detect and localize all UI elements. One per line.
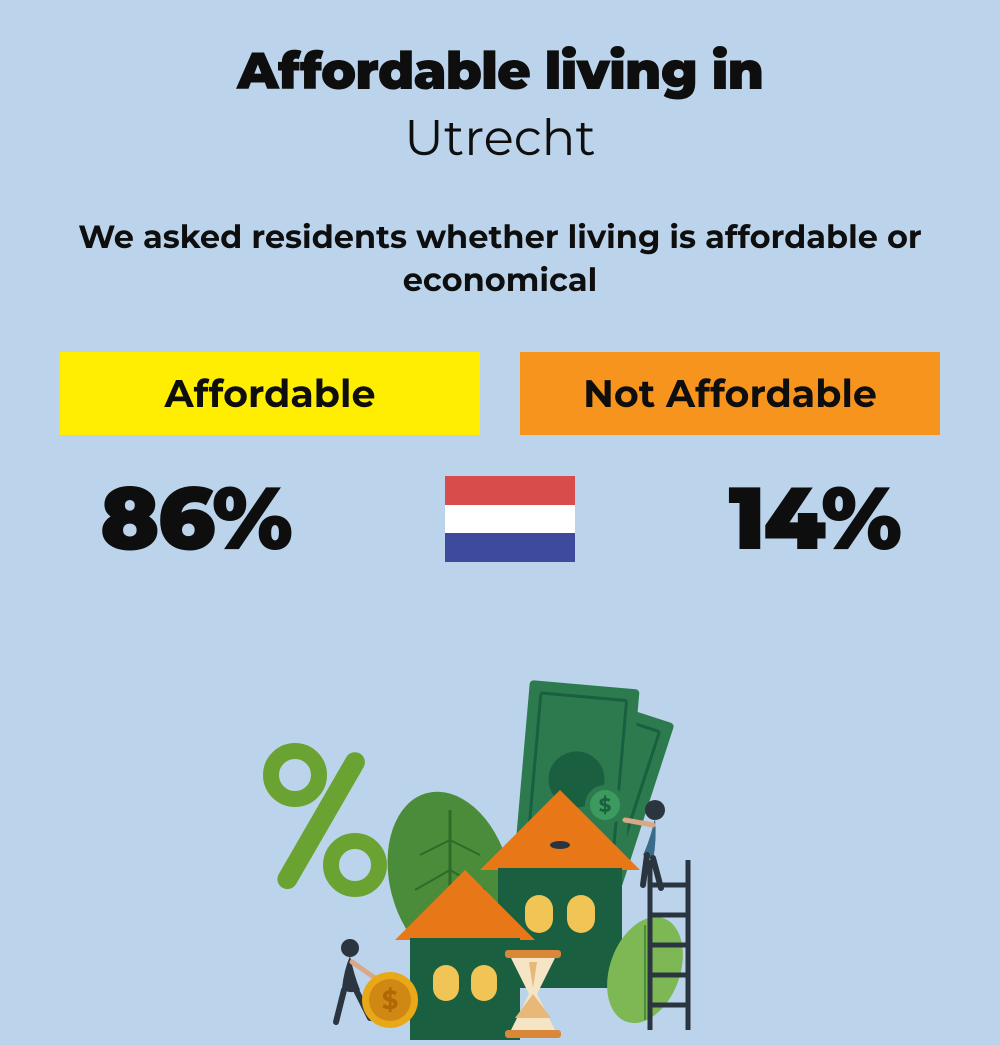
flag-stripe-red xyxy=(445,476,575,505)
page-title-sub: Utrecht xyxy=(60,107,940,168)
survey-question: We asked residents whether living is aff… xyxy=(60,216,940,302)
flag-stripe-blue xyxy=(445,533,575,562)
flag-stripe-white xyxy=(445,505,575,534)
percent-not-affordable: 14% xyxy=(729,465,901,572)
label-affordable: Affordable xyxy=(60,352,480,435)
labels-row: Affordable Not Affordable xyxy=(60,352,940,435)
house-savings-illustration: $ $ xyxy=(220,660,780,1040)
svg-text:$: $ xyxy=(382,984,399,1016)
page-title-main: Affordable living in xyxy=(60,40,940,103)
label-not-affordable: Not Affordable xyxy=(520,352,940,435)
percent-row: 86% 14% xyxy=(60,465,940,572)
percent-affordable: 86% xyxy=(100,465,291,572)
netherlands-flag-icon xyxy=(445,476,575,562)
svg-text:$: $ xyxy=(599,794,612,818)
